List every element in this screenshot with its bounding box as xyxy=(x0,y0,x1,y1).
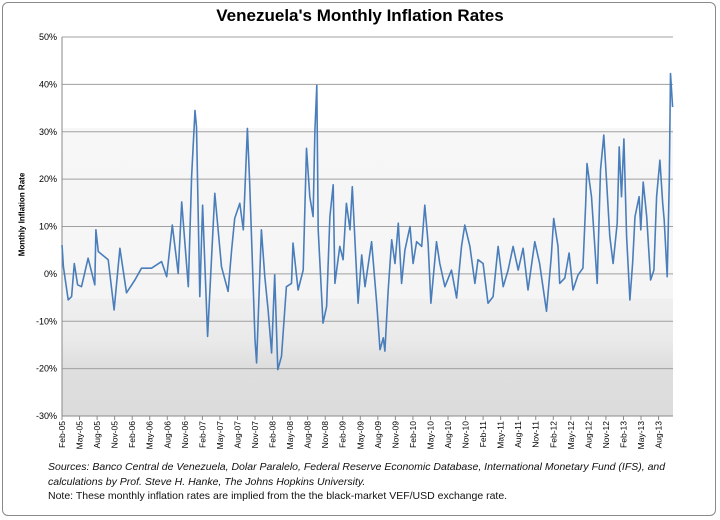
x-tick-label: Feb-12 xyxy=(548,421,558,448)
y-tick-label: -10% xyxy=(36,316,57,326)
x-tick-label: May-11 xyxy=(496,421,506,449)
sources-text: Sources: Banco Central de Venezuela, Dol… xyxy=(48,460,688,490)
x-tick-label: Feb-11 xyxy=(478,421,488,448)
x-tick-label: May-10 xyxy=(425,421,435,450)
x-tick-label: May-07 xyxy=(215,421,225,450)
sources-line-1: Sources: Banco Central de Venezuela, Dol… xyxy=(48,461,666,473)
x-tick-label: Feb-08 xyxy=(268,421,278,448)
y-tick-label: 50% xyxy=(39,32,57,42)
x-tick-label: May-05 xyxy=(75,421,85,450)
x-tick-label: Feb-05 xyxy=(57,421,67,448)
x-tick-label: Nov-06 xyxy=(180,421,190,449)
x-tick-label: Nov-10 xyxy=(461,421,471,449)
x-tick-label: May-06 xyxy=(145,421,155,450)
x-tick-label: Feb-10 xyxy=(408,421,418,448)
x-tick-label: Nov-08 xyxy=(320,421,330,449)
inflation-series-line xyxy=(61,72,674,371)
chart-title: Venezuela's Monthly Inflation Rates xyxy=(216,6,504,25)
y-tick-label: -30% xyxy=(36,411,57,421)
y-tick-label: 0% xyxy=(44,269,57,279)
x-tick-label: Aug-12 xyxy=(583,421,593,449)
x-tick-label: Feb-13 xyxy=(618,421,628,448)
x-tick-label: Nov-11 xyxy=(531,421,541,448)
x-tick-label: Nov-07 xyxy=(250,421,260,449)
x-tick-label: May-12 xyxy=(566,421,576,450)
x-tick-label: Feb-06 xyxy=(127,421,137,448)
y-tick-label: -20% xyxy=(36,364,57,374)
x-tick-label: Nov-05 xyxy=(110,421,120,449)
x-tick-label: Feb-09 xyxy=(338,421,348,448)
x-tick-label: Aug-10 xyxy=(443,421,453,449)
sources-line-2: calculations by Prof. Steve H. Hanke, Th… xyxy=(48,476,366,488)
y-tick-label: 40% xyxy=(39,79,57,89)
x-tick-label: Nov-12 xyxy=(601,421,611,449)
x-tick-label: Aug-07 xyxy=(232,421,242,449)
x-tick-label: Aug-13 xyxy=(654,421,664,449)
x-tick-label: Aug-05 xyxy=(92,421,102,449)
x-tick-label: Aug-06 xyxy=(162,421,172,449)
x-tick-label: Aug-08 xyxy=(303,421,313,449)
y-tick-label: 20% xyxy=(39,174,57,184)
x-tick-label: May-09 xyxy=(355,421,365,450)
x-tick-label: May-08 xyxy=(285,421,295,450)
y-tick-label: 10% xyxy=(39,222,57,232)
x-tick-label: Aug-09 xyxy=(373,421,383,449)
x-tick-label: Nov-09 xyxy=(390,421,400,449)
x-tick-label: Feb-07 xyxy=(197,421,207,448)
x-tick-label: Aug-11 xyxy=(513,421,523,448)
y-tick-label: 30% xyxy=(39,127,57,137)
x-tick-label: May-13 xyxy=(636,421,646,450)
note-text: Note: These monthly inflation rates are … xyxy=(48,490,508,502)
